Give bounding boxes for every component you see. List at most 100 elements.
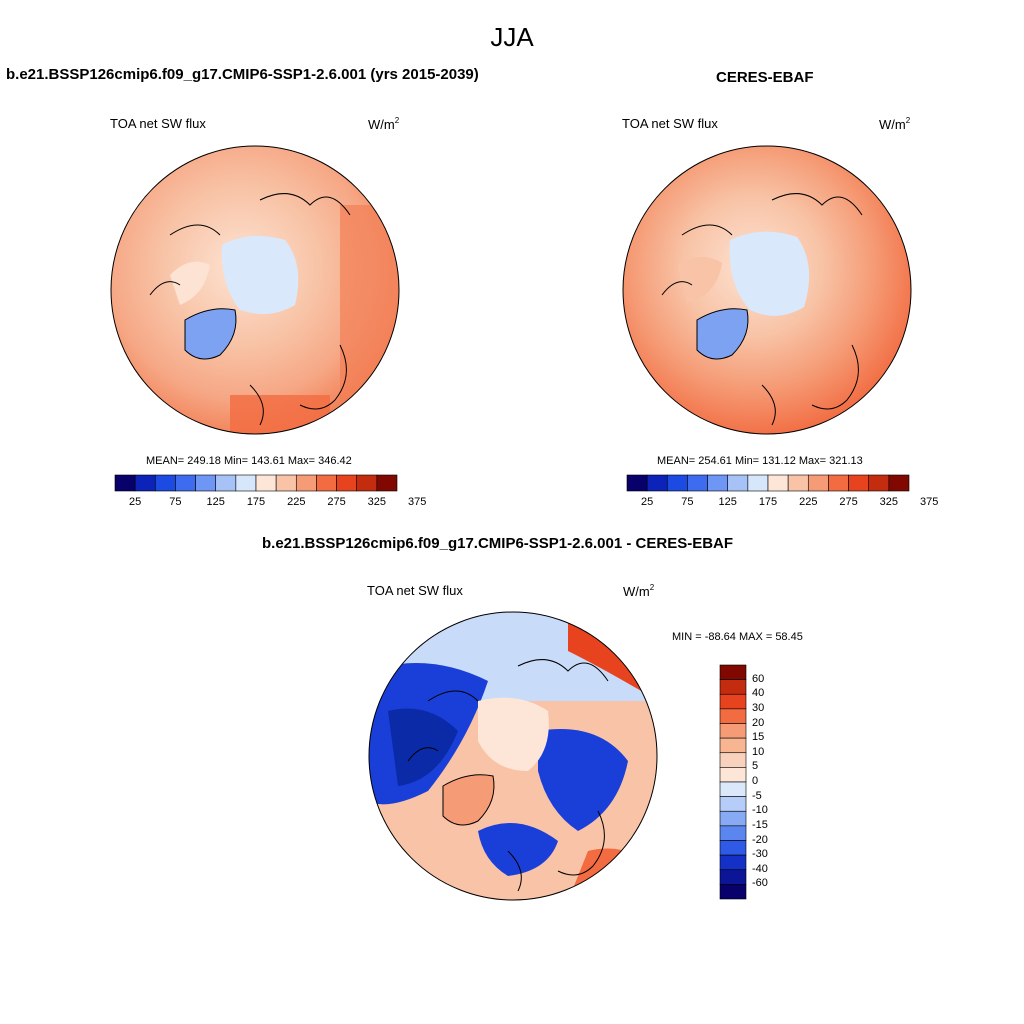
colorbar-tick-label: 30 (752, 701, 765, 714)
colorbar-swatch (719, 679, 747, 695)
colorbar-tick-label: 125 (718, 496, 737, 508)
colorbar-tick-label: 275 (327, 496, 346, 508)
panel1-polar-map (110, 145, 400, 435)
panel2-colorbar (626, 474, 910, 492)
colorbar-swatch (868, 474, 890, 492)
colorbar-tick-label: 75 (169, 496, 182, 508)
colorbar-swatch (626, 474, 648, 492)
colorbar-swatch (295, 474, 317, 492)
colorbar-swatch (687, 474, 708, 492)
colorbar-swatch (666, 474, 688, 492)
colorbar-tick-label: -40 (752, 862, 768, 875)
colorbar-tick-label: -10 (752, 804, 768, 817)
colorbar-tick-label: 75 (681, 496, 694, 508)
panel2-units: W/m2 (879, 116, 911, 132)
panel1-units: W/m2 (368, 116, 400, 132)
panel2-arctic-ice (729, 231, 810, 316)
colorbar-swatch (719, 796, 747, 812)
panel3-title: b.e21.BSSP126cmip6.f09_g17.CMIP6-SSP1-2.… (262, 535, 734, 552)
figure-title: JJA (490, 22, 534, 52)
colorbar-swatch (195, 474, 217, 492)
panel3-variable: TOA net SW flux (367, 583, 463, 598)
colorbar-tick-label: 325 (879, 496, 899, 508)
colorbar-tick-label: -30 (752, 848, 768, 861)
panel2-stats: MEAN= 254.61 Min= 131.12 Max= 321.13 (657, 455, 863, 467)
panel2-greenland (697, 308, 748, 359)
panel3-stats: MIN = -88.64 MAX = 58.45 (672, 631, 803, 643)
colorbar-swatch (767, 474, 789, 492)
colorbar-swatch (719, 869, 747, 885)
colorbar-swatch (719, 854, 747, 871)
panel3-colorbar-ticks: 60 40 30 20 15 10 5 0 -5 -10 -15 -20 -30 -40 -60 (752, 665, 792, 899)
panel1-colorbar-ticks: 25 75 125 175 225 275 325 375 (115, 496, 426, 510)
colorbar-swatch (719, 840, 747, 856)
colorbar-tick-label: 125 (206, 496, 225, 508)
colorbar-swatch (719, 767, 747, 783)
colorbar-swatch (719, 664, 747, 680)
panel3-polar-map (368, 611, 658, 901)
colorbar-swatch (215, 474, 237, 492)
colorbar-tick-label: 60 (752, 672, 765, 685)
panel2-variable: TOA net SW flux (622, 116, 718, 131)
colorbar-swatch (707, 474, 729, 492)
colorbar-swatch (719, 737, 747, 754)
colorbar-swatch (275, 474, 297, 492)
colorbar-swatch (719, 781, 747, 797)
colorbar-swatch (719, 752, 747, 768)
colorbar-swatch (235, 474, 257, 492)
colorbar-swatch (154, 474, 176, 492)
colorbar-swatch (316, 474, 337, 492)
panel3-colorbar (719, 664, 747, 900)
colorbar-tick-label: -60 (752, 877, 768, 890)
colorbar-tick-label: 375 (407, 496, 427, 508)
colorbar-tick-label: 40 (752, 687, 765, 700)
colorbar-tick-label: 25 (641, 496, 654, 508)
colorbar-swatch (255, 474, 277, 492)
colorbar-tick-label: 0 (752, 775, 759, 787)
colorbar-tick-label: 15 (752, 731, 765, 744)
colorbar-swatch (719, 825, 747, 841)
colorbar-swatch (787, 474, 809, 492)
colorbar-tick-label: 20 (752, 716, 765, 729)
colorbar-tick-label: 325 (367, 496, 387, 508)
colorbar-swatch (134, 474, 156, 492)
colorbar-tick-label: 25 (129, 496, 142, 508)
colorbar-swatch (747, 474, 769, 492)
panel3-units: W/m2 (623, 583, 655, 599)
colorbar-swatch (719, 810, 747, 827)
colorbar-swatch (114, 474, 136, 492)
panel1-greenland (185, 308, 236, 359)
colorbar-swatch (807, 474, 829, 492)
panel3-greenland (443, 774, 494, 825)
colorbar-swatch (727, 474, 749, 492)
colorbar-swatch (888, 474, 910, 492)
colorbar-swatch (719, 884, 747, 900)
colorbar-tick-label: -15 (752, 818, 768, 831)
panel2-title: CERES-EBAF (716, 69, 814, 86)
colorbar-tick-label: 175 (758, 496, 778, 508)
colorbar-tick-label: -20 (752, 833, 768, 846)
panel1-variable: TOA net SW flux (110, 116, 206, 131)
panel1-stats: MEAN= 249.18 Min= 143.61 Max= 346.42 (146, 455, 352, 467)
colorbar-swatch (356, 474, 378, 492)
colorbar-swatch (376, 474, 398, 492)
panel2-polar-map (622, 145, 912, 435)
panel1-title: b.e21.BSSP126cmip6.f09_g17.CMIP6-SSP1-2.… (6, 66, 479, 83)
colorbar-tick-label: -5 (752, 789, 762, 802)
panel1-colorbar (114, 474, 398, 492)
colorbar-swatch (719, 723, 747, 739)
colorbar-swatch (848, 474, 870, 492)
colorbar-tick-label: 175 (246, 496, 266, 508)
colorbar-tick-label: 375 (919, 496, 939, 508)
colorbar-tick-label: 5 (752, 760, 759, 773)
colorbar-swatch (175, 474, 196, 492)
colorbar-tick-label: 225 (799, 496, 818, 508)
panel1-arctic-ice (221, 236, 299, 314)
colorbar-swatch (719, 708, 747, 724)
colorbar-swatch (646, 474, 668, 492)
colorbar-tick-label: 275 (839, 496, 858, 508)
colorbar-tick-label: 10 (752, 745, 765, 758)
colorbar-tick-label: 225 (287, 496, 306, 508)
colorbar-swatch (719, 693, 747, 710)
panel2-colorbar-ticks: 25 75 125 175 225 275 325 375 (627, 496, 938, 510)
